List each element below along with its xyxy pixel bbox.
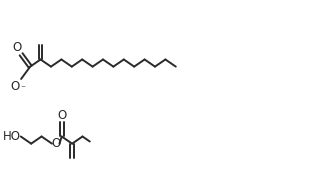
Text: O: O — [11, 80, 20, 93]
Text: O: O — [57, 108, 66, 122]
Text: O: O — [12, 41, 21, 54]
Text: O: O — [51, 137, 61, 150]
Text: ⁻: ⁻ — [21, 84, 26, 94]
Text: HO: HO — [3, 130, 21, 143]
